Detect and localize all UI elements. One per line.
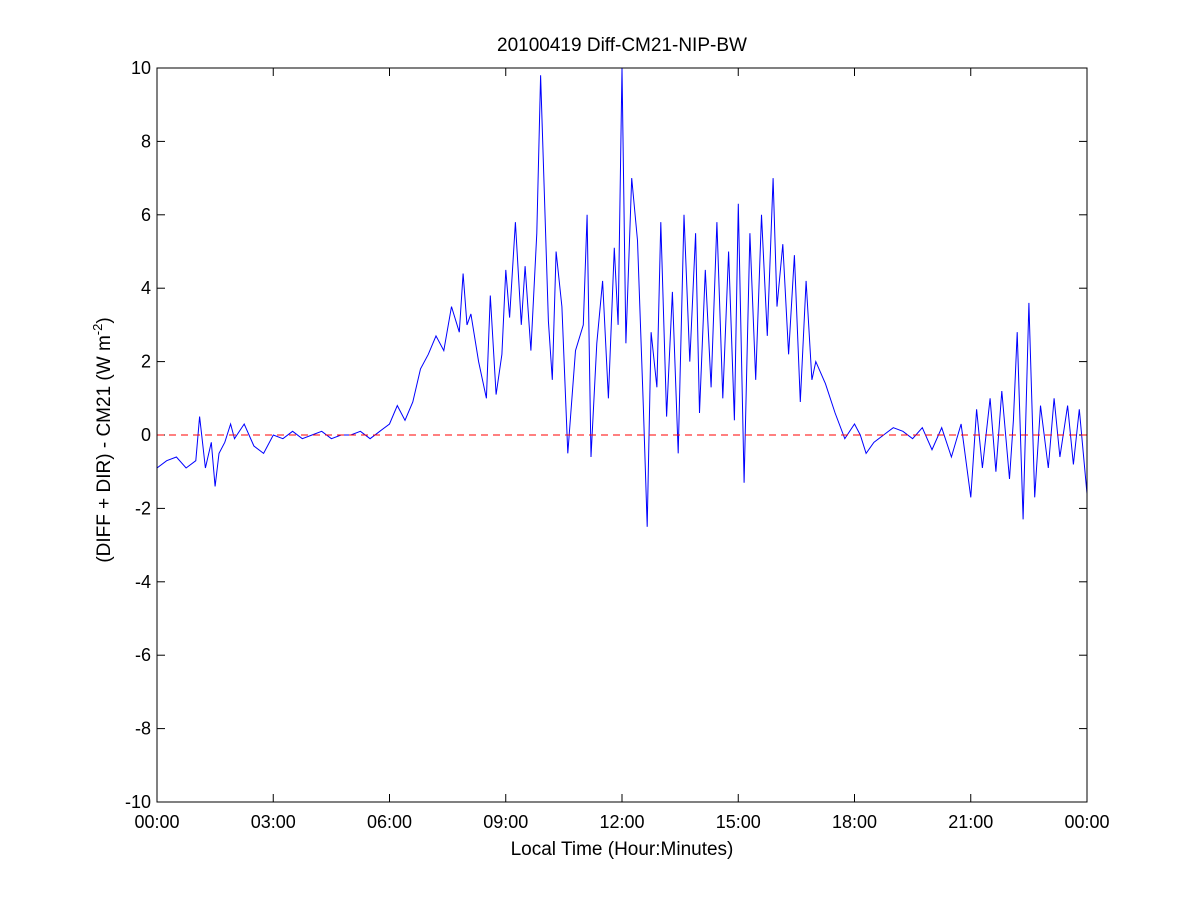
y-tick-label: 0	[141, 425, 151, 445]
y-tick-label: -10	[125, 792, 151, 812]
x-ticks: 00:00 03:00 06:00 09:00 12:00 15:00 18:00 21:00…	[134, 68, 1110, 832]
y-tick-label: 4	[141, 278, 151, 298]
chart-title: 20100419 Diff-CM21-NIP-BW	[497, 35, 747, 56]
diff-series-line	[157, 68, 1087, 527]
x-tick-label: 00:00	[134, 812, 179, 832]
y-tick-label: -4	[135, 572, 151, 592]
y-tick-label: -8	[135, 719, 151, 739]
x-tick-label: 18:00	[832, 812, 877, 832]
y-tick-label: 10	[131, 58, 151, 78]
plot-frame	[156, 67, 1088, 803]
x-tick-label: 03:00	[251, 812, 296, 832]
x-tick-label: 09:00	[483, 812, 528, 832]
y-axis-label-close: )	[94, 317, 115, 323]
y-tick-label: 6	[141, 205, 151, 225]
series-layer	[157, 68, 1087, 527]
x-axis-label: Local Time (Hour:Minutes)	[511, 839, 734, 860]
x-tick-label: 12:00	[599, 812, 644, 832]
y-tick-label: -6	[135, 645, 151, 665]
x-tick-label: 21:00	[948, 812, 993, 832]
y-axis-label-superscript: -2	[90, 324, 105, 336]
y-tick-label: -2	[135, 498, 151, 518]
x-tick-label: 00:00	[1064, 812, 1109, 832]
x-tick-label: 15:00	[716, 812, 761, 832]
plot-area	[157, 68, 1087, 802]
y-tick-label: 2	[141, 352, 151, 372]
y-axis-label-main: (DIFF + DIR) - CM21 (W m	[94, 335, 115, 562]
x-tick-label: 06:00	[367, 812, 412, 832]
y-axis-label: (DIFF + DIR) - CM21 (W m-2)	[90, 317, 115, 562]
y-tick-label: 8	[141, 131, 151, 151]
